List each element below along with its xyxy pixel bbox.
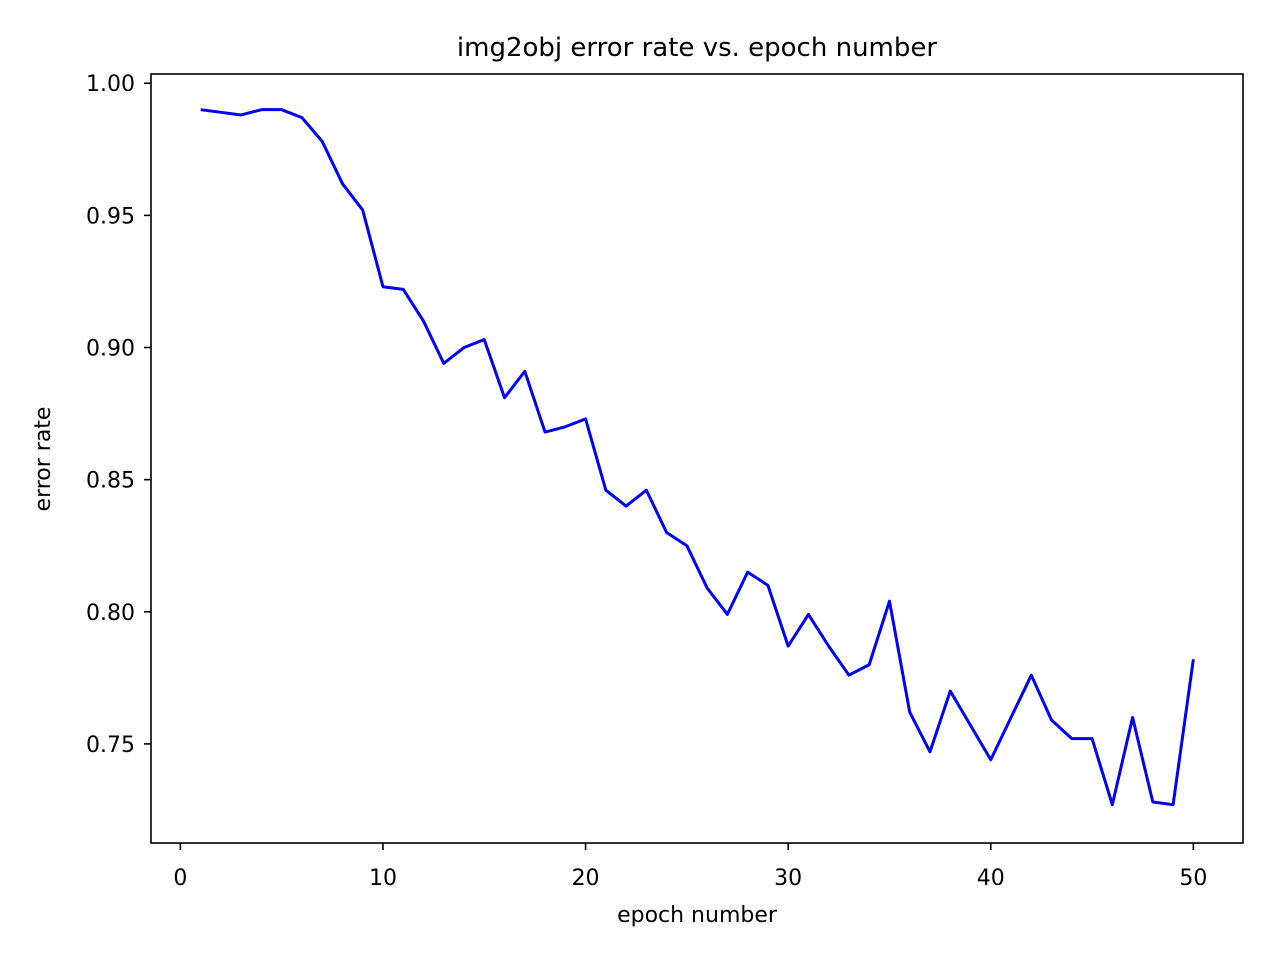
x-tick-label: 40 (977, 866, 1005, 891)
y-axis-label: error rate (31, 407, 56, 512)
y-tick-label: 0.85 (86, 469, 135, 494)
y-tick-label: 0.80 (86, 601, 135, 626)
x-tick-label: 30 (774, 866, 802, 891)
x-tick-label: 50 (1179, 866, 1207, 891)
x-tick-label: 10 (369, 866, 397, 891)
x-axis-label: epoch number (617, 903, 778, 928)
y-tick-label: 0.90 (86, 337, 135, 362)
y-tick-label: 1.00 (86, 72, 135, 97)
plot-area (200, 108, 1195, 807)
x-tick-label: 20 (572, 866, 600, 891)
plot-frame (150, 73, 1244, 844)
x-axis: 0 10 20 30 40 50 (173, 843, 1207, 891)
chart-title: img2obj error rate vs. epoch number (457, 33, 937, 63)
y-axis: 0.75 0.80 0.85 0.90 0.95 1.00 (86, 72, 151, 758)
series-line-0 (200, 108, 1195, 807)
y-tick-label: 0.75 (86, 733, 135, 758)
x-tick-label: 0 (173, 866, 187, 891)
y-tick-label: 0.95 (86, 204, 135, 229)
